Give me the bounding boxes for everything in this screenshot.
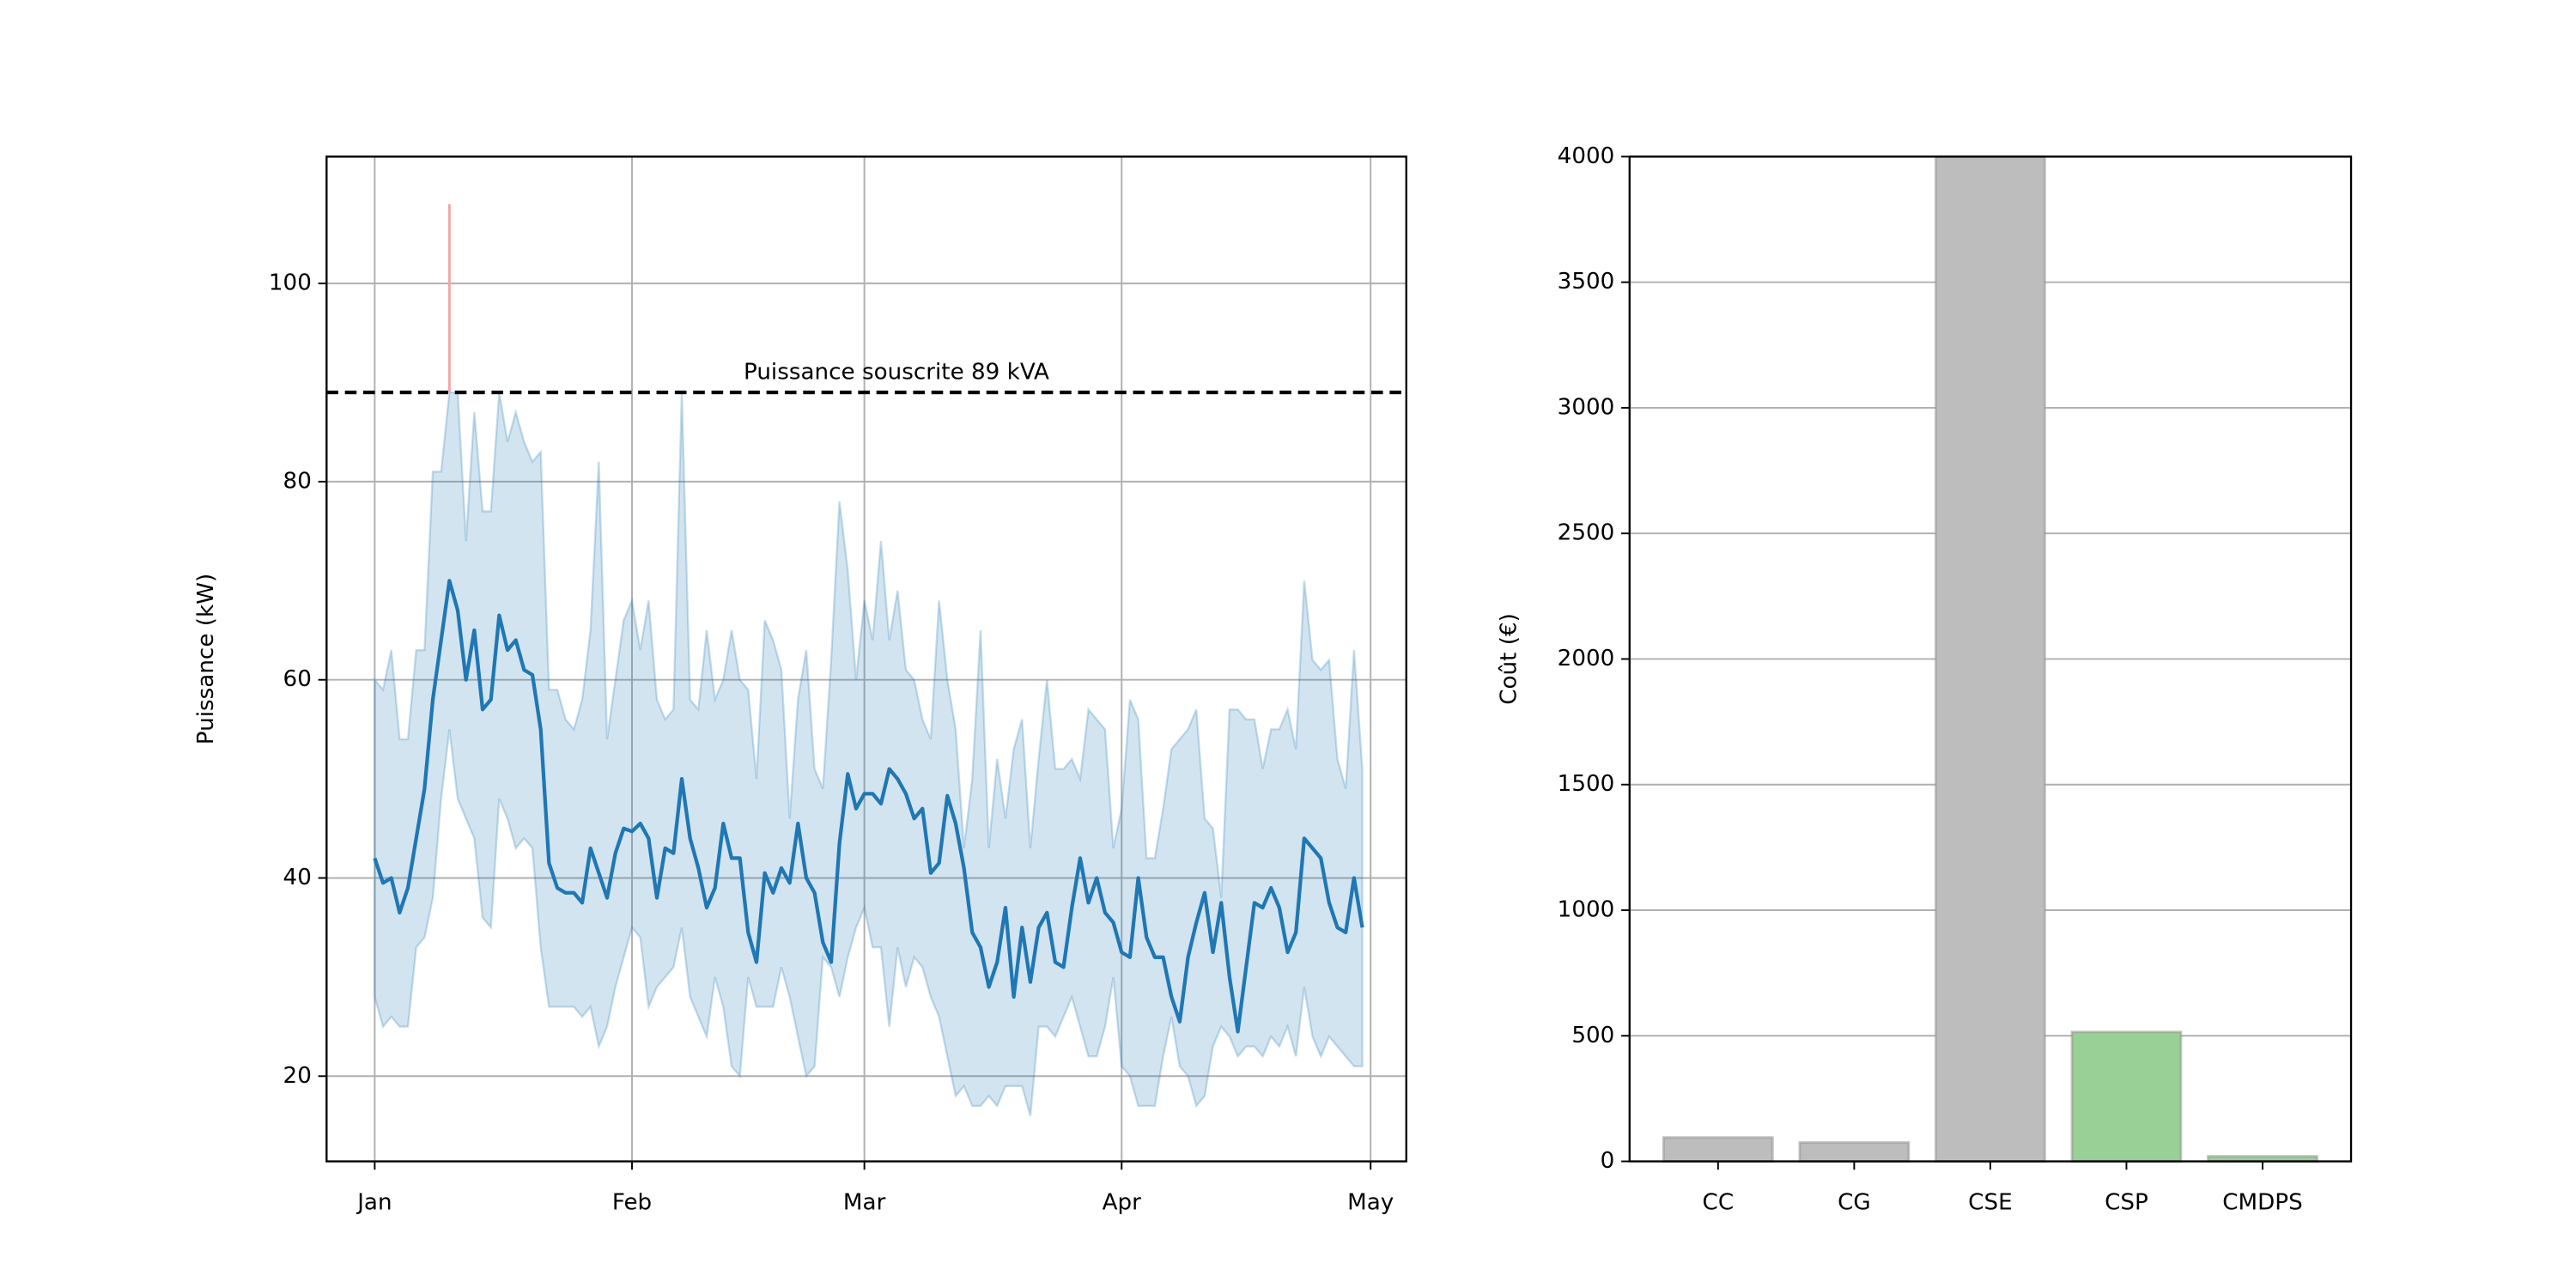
y-tick-label: 80 bbox=[283, 468, 312, 494]
bar bbox=[1935, 155, 2046, 1163]
y-tick-label: 20 bbox=[283, 1063, 312, 1089]
y-tick-label: 40 bbox=[283, 865, 312, 890]
y-tick-label: 0 bbox=[1601, 1148, 1615, 1174]
x-tick-label: CMDPS bbox=[2222, 1190, 2302, 1216]
y-tick-label: 2500 bbox=[1558, 520, 1615, 546]
x-tick-label: Mar bbox=[843, 1190, 886, 1216]
bar bbox=[2070, 1030, 2183, 1163]
y-tick-label: 3000 bbox=[1558, 394, 1615, 420]
x-tick-label: CSE bbox=[1968, 1190, 2012, 1216]
y-axis-label: Puissance (kW) bbox=[193, 574, 219, 744]
y-tick-label: 1000 bbox=[1558, 896, 1615, 922]
axes-frame bbox=[1628, 155, 2353, 1163]
bar bbox=[1662, 1136, 1774, 1163]
y-tick-label: 500 bbox=[1571, 1023, 1614, 1048]
x-tick-label: CSP bbox=[2105, 1190, 2148, 1216]
y-tick-label: 1500 bbox=[1558, 771, 1615, 797]
x-tick-label: May bbox=[1347, 1190, 1394, 1216]
x-tick-label: Feb bbox=[612, 1190, 652, 1216]
y-tick-label: 100 bbox=[269, 270, 312, 296]
y-tick-label: 60 bbox=[283, 666, 312, 692]
x-tick-label: Jan bbox=[355, 1190, 392, 1216]
y-tick-label: 2000 bbox=[1558, 646, 1615, 671]
x-tick-label: Apr bbox=[1103, 1190, 1142, 1216]
y-axis-label: Coût (€) bbox=[1497, 613, 1522, 705]
mean-line bbox=[373, 579, 1364, 1034]
x-tick-label: CG bbox=[1838, 1190, 1871, 1216]
axes-frame bbox=[325, 155, 1407, 1163]
x-tick-label: CC bbox=[1703, 1190, 1735, 1216]
y-tick-label: 3500 bbox=[1558, 269, 1615, 295]
y-tick-label: 4000 bbox=[1558, 143, 1615, 169]
subscribed-power-label: Puissance souscrite 89 kVA bbox=[744, 359, 1049, 385]
bar bbox=[1798, 1141, 1911, 1163]
